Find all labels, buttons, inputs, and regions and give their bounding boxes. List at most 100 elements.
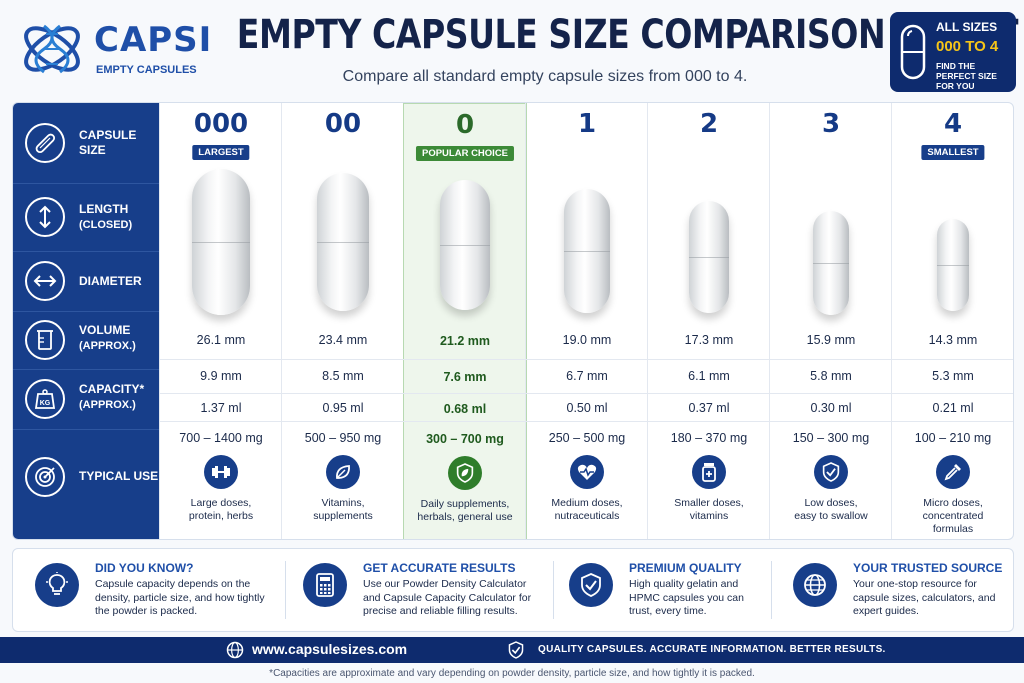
typical-use-text: Micro doses, concentrated formulas	[922, 497, 984, 535]
row-label-subtext: (APPROX.)	[79, 340, 136, 352]
volume-value: 0.68 ml	[443, 402, 487, 416]
website-link[interactable]: www.capsulesizes.com	[252, 641, 408, 657]
diameter-value: 6.1 mm	[688, 369, 730, 383]
info-body: Use our Powder Density Calculator and Ca…	[363, 578, 532, 617]
capsule-image	[440, 180, 490, 310]
info-body: Your one-stop resource for capsule sizes…	[853, 578, 996, 617]
length-value: 15.9 mm	[806, 333, 856, 347]
row-label-length: LENGTH (CLOSED)	[13, 183, 159, 252]
logo-title: CAPSI	[94, 20, 213, 60]
size-number: 3	[821, 109, 841, 139]
typical-use-text: Vitamins, supplements	[313, 497, 373, 522]
shield-check-icon	[814, 455, 848, 489]
divider	[771, 561, 772, 619]
capacity-value: 180 – 370 mg	[670, 431, 748, 445]
typical-use-text: Large doses, protein, herbs	[188, 497, 254, 522]
footer-bar	[0, 637, 1024, 663]
divider	[553, 561, 554, 619]
svg-text:KG: KG	[40, 400, 51, 407]
row-divider	[159, 421, 1013, 422]
info-premium-quality: PREMIUM QUALITY High quality gelatin and…	[561, 549, 781, 631]
capsule-image	[937, 219, 969, 311]
length-value: 23.4 mm	[318, 333, 368, 347]
horizontal-arrows-icon	[25, 261, 65, 301]
dropper-icon	[936, 455, 970, 489]
capsule-image	[317, 173, 369, 311]
row-label-text: CAPACITY*	[79, 382, 145, 396]
capacity-value: 250 – 500 mg	[548, 431, 626, 445]
info-title: YOUR TRUSTED SOURCE	[853, 561, 1003, 575]
info-accurate-results: GET ACCURATE RESULTS Use our Powder Dens…	[295, 549, 535, 631]
length-value: 26.1 mm	[196, 333, 246, 347]
capacity-value: 300 – 700 mg	[426, 432, 504, 446]
calculator-icon	[303, 563, 347, 607]
info-body: High quality gelatin and HPMC capsules y…	[629, 578, 744, 617]
size-number: 0	[455, 110, 475, 140]
row-label-subtext: (CLOSED)	[79, 219, 133, 231]
size-tag: POPULAR CHOICE	[415, 146, 515, 161]
row-label-capsule-size: CAPSULE SIZE	[13, 103, 159, 184]
size-number: 1	[577, 109, 597, 139]
info-title: GET ACCURATE RESULTS	[363, 561, 516, 575]
badge-line2: 000 TO 4	[936, 38, 999, 55]
length-value: 19.0 mm	[562, 333, 612, 347]
size-column-000: 000 LARGEST 26.1 mm 9.9 mm 1.37 ml 700 – 1400…	[159, 103, 282, 539]
volume-value: 0.21 ml	[932, 401, 974, 415]
length-value: 17.3 mm	[684, 333, 734, 347]
footer-tagline: QUALITY CAPSULES. ACCURATE INFORMATION. …	[538, 644, 886, 655]
row-label-subtext: SIZE	[79, 143, 106, 157]
size-column-0: 0 POPULAR CHOICE 21.2 mm 7.6 mm 0.68 ml 300 –…	[403, 103, 527, 539]
size-column-2: 2 17.3 mm 6.1 mm 0.37 ml 180 – 370 mg Smaller…	[647, 103, 770, 539]
footnote: *Capacities are approximate and vary dep…	[269, 668, 755, 679]
size-number: 00	[324, 109, 362, 139]
beaker-icon	[25, 320, 65, 360]
info-trusted-source: YOUR TRUSTED SOURCE Your one-stop resour…	[785, 549, 1005, 631]
row-label-text: VOLUME	[79, 323, 131, 337]
page-title: EMPTY CAPSULE SIZE COMPARISON CHART	[236, 12, 1019, 58]
capsule-image	[564, 189, 610, 313]
typical-use-text: Low doses, easy to swallow	[794, 497, 868, 522]
heart-pulse-icon	[570, 455, 604, 489]
capsule-image	[813, 211, 849, 315]
vertical-arrows-icon	[25, 197, 65, 237]
page-subtitle: Compare all standard empty capsule sizes…	[342, 68, 748, 85]
shield-check-icon	[569, 563, 613, 607]
volume-value: 0.50 ml	[566, 401, 608, 415]
typical-use-text: Daily supplements, herbals, general use	[417, 498, 513, 523]
row-label-diameter: DIAMETER	[13, 251, 159, 312]
size-number: 000	[193, 109, 249, 139]
diameter-value: 5.8 mm	[810, 369, 852, 383]
scale-icon: KG	[25, 379, 65, 419]
row-divider	[159, 393, 1013, 394]
divider	[285, 561, 286, 619]
capsule-image	[689, 201, 729, 313]
size-number: 2	[699, 109, 719, 139]
logo-subtitle: EMPTY CAPSULES	[96, 64, 197, 76]
diameter-value: 9.9 mm	[200, 369, 242, 383]
capsule-image	[192, 169, 250, 315]
row-label-subtext: (APPROX.)	[79, 399, 136, 411]
volume-value: 0.30 ml	[810, 401, 852, 415]
volume-value: 1.37 ml	[200, 401, 242, 415]
capsule-size-table: CAPSULE SIZE LENGTH (CLOSED) DIAMETER VOLU…	[12, 102, 1014, 540]
typical-use-text: Medium doses, nutraceuticals	[551, 497, 623, 522]
target-icon	[25, 457, 65, 497]
badge-line1: ALL SIZES	[936, 20, 998, 34]
row-labels-sidebar: CAPSULE SIZE LENGTH (CLOSED) DIAMETER VOLU…	[13, 103, 159, 539]
capacity-value: 150 – 300 mg	[792, 431, 870, 445]
row-label-text: CAPSULE	[79, 128, 137, 142]
row-label-volume: VOLUME (APPROX.)	[13, 311, 159, 370]
dna-logo-icon	[24, 24, 80, 74]
capsule-icon	[25, 123, 65, 163]
row-divider	[159, 359, 1013, 360]
size-tag: SMALLEST	[921, 145, 985, 160]
shield-check-icon	[508, 641, 524, 659]
shield-leaf-icon	[448, 456, 482, 490]
info-strip: DID YOU KNOW? Capsule capacity depends o…	[12, 548, 1014, 632]
logo	[14, 14, 194, 84]
volume-value: 0.95 ml	[322, 401, 364, 415]
diameter-value: 7.6 mm	[443, 370, 487, 384]
size-column-00: 00 23.4 mm 8.5 mm 0.95 ml 500 – 950 mg Vitami…	[281, 103, 404, 539]
diameter-value: 5.3 mm	[932, 369, 974, 383]
info-title: PREMIUM QUALITY	[629, 561, 742, 575]
